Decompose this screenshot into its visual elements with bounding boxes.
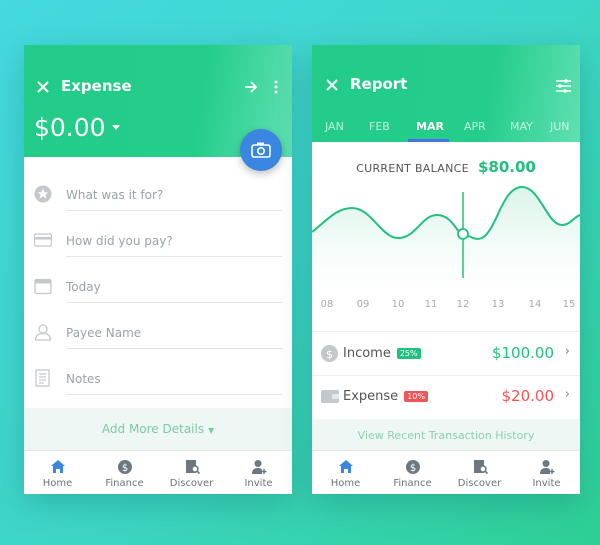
chevron-right-icon: ›	[564, 344, 570, 359]
view-history-button[interactable]: View Recent Transaction History	[312, 419, 580, 451]
tab-mar[interactable]: MAR	[416, 120, 444, 133]
home-icon	[338, 460, 353, 473]
x-tick-label: 12	[456, 299, 470, 310]
tab-may[interactable]: MAY	[510, 120, 533, 133]
filter-sliders-icon[interactable]	[556, 79, 571, 93]
x-tick-label: 10	[391, 299, 405, 310]
x-tick-label: 14	[528, 299, 542, 310]
income-row[interactable]: $ Income 25% $100.00 ›	[312, 335, 580, 375]
chart-area	[312, 187, 580, 295]
nav-invite[interactable]: Invite	[225, 451, 292, 494]
arrow-right-icon[interactable]	[244, 80, 258, 94]
field-row[interactable]: Notes	[24, 369, 292, 409]
nav-discover[interactable]: Discover	[446, 451, 513, 494]
expense-badge: 10%	[404, 391, 428, 402]
balance-label: CURRENT BALANCE	[356, 162, 469, 175]
income-label: Income	[343, 346, 391, 361]
selected-point[interactable]	[457, 228, 469, 240]
home-icon	[50, 460, 65, 473]
nav-finance[interactable]: $ Finance	[379, 451, 446, 494]
balance: CURRENT BALANCE $80.00	[312, 157, 580, 176]
bottom-nav: Home $ Finance Discover Invite	[312, 450, 580, 494]
x-tick-label: 13	[491, 299, 505, 310]
field-input[interactable]: What was it for?	[66, 188, 164, 202]
star-icon	[34, 185, 52, 203]
calendar-icon	[34, 278, 52, 295]
nav-finance[interactable]: $ Finance	[91, 451, 158, 494]
nav-home[interactable]: Home	[312, 451, 379, 494]
x-tick-label: 09	[356, 299, 370, 310]
discover-icon	[185, 460, 200, 475]
amount-value[interactable]: $0.00	[34, 113, 106, 142]
nav-home[interactable]: Home	[24, 451, 91, 494]
active-tab-indicator	[408, 139, 449, 142]
close-icon[interactable]	[37, 81, 49, 93]
notes-icon	[35, 369, 50, 387]
expense-screen: Expense $0.00 What was it for? How did yo…	[24, 45, 292, 494]
x-tick-label: 11	[424, 299, 438, 310]
field-row[interactable]: Payee Name	[24, 323, 292, 363]
tab-jun[interactable]: JUN	[550, 120, 570, 133]
field-input[interactable]: Payee Name	[66, 326, 142, 340]
expense-value: $20.00	[501, 387, 555, 405]
nav-discover[interactable]: Discover	[158, 451, 225, 494]
field-input[interactable]: How did you pay?	[66, 234, 173, 248]
income-badge: 25%	[396, 348, 421, 359]
add-more-details-button[interactable]: Add More Details ▼	[24, 408, 292, 450]
expense-row[interactable]: Expense 10% $20.00 ›	[312, 378, 580, 418]
balance-value: $80.00	[477, 158, 536, 176]
wallet-icon	[321, 390, 339, 403]
field-input[interactable]: Today	[66, 280, 101, 294]
add-more-label: Add More Details	[101, 422, 205, 436]
svg-text:$: $	[121, 463, 127, 474]
balance-chart[interactable]	[312, 175, 580, 295]
field-row[interactable]: Today	[24, 277, 292, 317]
nav-label: Home	[42, 478, 73, 489]
page-title: Expense	[61, 77, 132, 95]
svg-text:$: $	[409, 463, 415, 474]
finance-icon: $	[117, 460, 132, 474]
caret-down-icon[interactable]	[112, 125, 120, 130]
more-icon[interactable]	[274, 80, 278, 94]
camera-icon	[251, 142, 271, 158]
finance-icon: $	[405, 460, 420, 474]
invite-icon	[539, 460, 554, 474]
nav-label: Finance	[393, 478, 432, 489]
user-icon	[34, 324, 52, 341]
chevron-right-icon: ›	[564, 387, 570, 402]
nav-invite[interactable]: Invite	[513, 451, 580, 494]
invite-icon	[251, 460, 266, 474]
field-input[interactable]: Notes	[66, 372, 101, 386]
nav-label: Discover	[457, 478, 502, 489]
dollar-icon: $	[321, 345, 338, 362]
report-header: Report JAN FEB MAR APR MAY JUN	[312, 45, 580, 142]
tab-jan[interactable]: JAN	[325, 120, 344, 133]
income-value: $100.00	[491, 344, 554, 362]
tab-apr[interactable]: APR	[464, 120, 486, 133]
nav-label: Home	[330, 478, 361, 489]
camera-button[interactable]	[240, 129, 282, 171]
report-screen: Report JAN FEB MAR APR MAY JUN CURRENT BALANC…	[312, 45, 580, 494]
nav-label: Finance	[105, 478, 144, 489]
nav-label: Discover	[169, 478, 214, 489]
svg-text:$: $	[326, 348, 333, 361]
x-tick-label: 15	[562, 299, 576, 310]
expense-label: Expense	[343, 389, 399, 404]
close-icon[interactable]	[326, 79, 338, 91]
field-row[interactable]: What was it for?	[24, 185, 292, 225]
expense-header: Expense $0.00	[24, 45, 292, 157]
tab-feb[interactable]: FEB	[369, 120, 390, 133]
discover-icon	[473, 460, 488, 475]
bottom-nav: Home $ Finance Discover Invite	[24, 450, 292, 494]
nav-label: Invite	[532, 478, 561, 489]
field-row[interactable]: How did you pay?	[24, 231, 292, 271]
nav-label: Invite	[244, 478, 273, 489]
card-icon	[34, 233, 52, 247]
page-title: Report	[350, 75, 408, 93]
x-tick-label: 08	[320, 299, 334, 310]
